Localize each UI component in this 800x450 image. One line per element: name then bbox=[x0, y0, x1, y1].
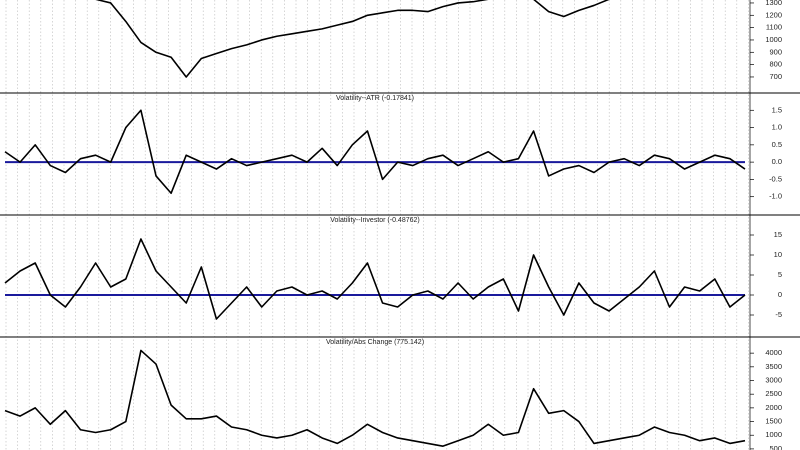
panel bbox=[4, 109, 746, 195]
y-tick-label: 3000 bbox=[765, 375, 782, 384]
y-tick-label: 1000 bbox=[765, 35, 782, 44]
y-tick-label: 1200 bbox=[765, 10, 782, 19]
panel bbox=[4, 349, 746, 447]
y-tick-label: 5 bbox=[778, 270, 782, 279]
y-tick-label: 900 bbox=[769, 47, 782, 56]
y-tick-label: 1300 bbox=[765, 0, 782, 7]
series-line bbox=[4, 238, 746, 320]
y-tick-label: 10 bbox=[774, 250, 782, 259]
y-tick-label: 1.5 bbox=[772, 105, 782, 114]
series-line bbox=[95, 0, 656, 78]
y-tick-label: 1.0 bbox=[772, 123, 782, 132]
panel bbox=[4, 238, 746, 320]
y-tick-label: 800 bbox=[769, 60, 782, 69]
y-tick-label: 1500 bbox=[765, 417, 782, 426]
y-tick-label: 2000 bbox=[765, 403, 782, 412]
y-tick-label: 0 bbox=[778, 290, 782, 299]
y-tick-label: 0.0 bbox=[772, 157, 782, 166]
y-tick-label: 500 bbox=[769, 444, 782, 450]
y-tick-label: 2500 bbox=[765, 389, 782, 398]
y-tick-label: -1.0 bbox=[769, 192, 782, 201]
y-tick-label: 1100 bbox=[766, 23, 782, 32]
y-tick-label: 1000 bbox=[765, 430, 782, 439]
y-tick-label: -0.5 bbox=[769, 174, 782, 183]
panel-title: Volatility--Investor (-0.48762) bbox=[330, 217, 419, 224]
y-tick-label: -5 bbox=[775, 310, 782, 319]
y-tick-label: 15 bbox=[774, 230, 782, 239]
y-tick-label: 4000 bbox=[765, 348, 782, 357]
panel bbox=[95, 0, 656, 78]
series-line bbox=[4, 109, 746, 195]
y-tick-label: 0.5 bbox=[772, 140, 782, 149]
series-line bbox=[4, 349, 746, 447]
panel-title: Volatility/Abs Change (775.142) bbox=[326, 339, 424, 346]
y-tick-label: 700 bbox=[769, 72, 782, 81]
y-tick-label: 3500 bbox=[765, 362, 782, 371]
panel-title: Volatility--ATR (-0.17841) bbox=[336, 95, 414, 102]
